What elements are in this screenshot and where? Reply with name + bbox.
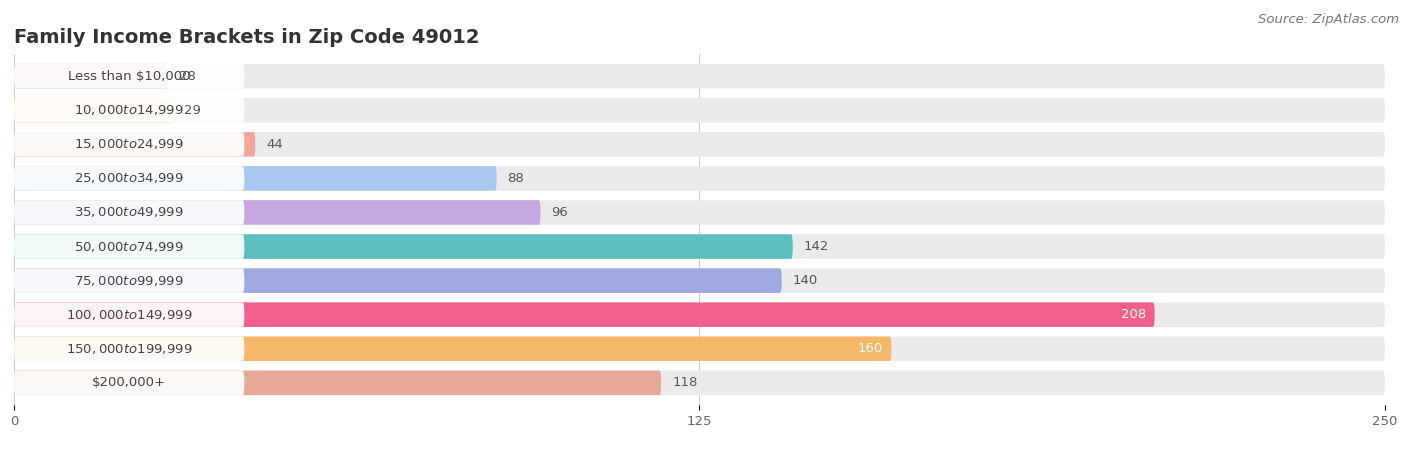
FancyBboxPatch shape (14, 268, 1385, 293)
FancyBboxPatch shape (14, 234, 245, 259)
FancyBboxPatch shape (14, 64, 167, 88)
FancyBboxPatch shape (14, 166, 1385, 191)
FancyBboxPatch shape (14, 98, 245, 122)
FancyBboxPatch shape (14, 98, 1385, 122)
FancyBboxPatch shape (14, 64, 1385, 88)
FancyBboxPatch shape (14, 200, 540, 225)
FancyBboxPatch shape (14, 166, 496, 191)
Text: 118: 118 (672, 376, 697, 389)
Text: Source: ZipAtlas.com: Source: ZipAtlas.com (1258, 14, 1399, 27)
Text: 142: 142 (804, 240, 830, 253)
FancyBboxPatch shape (14, 337, 1385, 361)
Text: $35,000 to $49,999: $35,000 to $49,999 (75, 206, 184, 220)
FancyBboxPatch shape (14, 200, 1385, 225)
FancyBboxPatch shape (14, 302, 1385, 327)
FancyBboxPatch shape (14, 268, 245, 293)
FancyBboxPatch shape (14, 302, 245, 327)
FancyBboxPatch shape (14, 132, 1385, 157)
Text: $15,000 to $24,999: $15,000 to $24,999 (75, 137, 184, 151)
Text: 28: 28 (179, 70, 195, 83)
FancyBboxPatch shape (14, 166, 245, 191)
FancyBboxPatch shape (14, 302, 1154, 327)
FancyBboxPatch shape (14, 371, 661, 395)
FancyBboxPatch shape (14, 371, 1385, 395)
FancyBboxPatch shape (14, 200, 245, 225)
Text: 29: 29 (184, 104, 201, 117)
Text: $10,000 to $14,999: $10,000 to $14,999 (75, 103, 184, 117)
FancyBboxPatch shape (14, 132, 245, 157)
Text: 208: 208 (1121, 308, 1146, 321)
Text: $200,000+: $200,000+ (93, 376, 166, 389)
FancyBboxPatch shape (14, 98, 173, 122)
FancyBboxPatch shape (14, 371, 245, 395)
Text: 96: 96 (551, 206, 568, 219)
Text: $50,000 to $74,999: $50,000 to $74,999 (75, 239, 184, 253)
Text: 44: 44 (266, 138, 283, 151)
Text: Less than $10,000: Less than $10,000 (67, 70, 190, 83)
FancyBboxPatch shape (14, 234, 1385, 259)
Text: $25,000 to $34,999: $25,000 to $34,999 (75, 171, 184, 185)
FancyBboxPatch shape (14, 132, 256, 157)
Text: 88: 88 (508, 172, 524, 185)
Text: $150,000 to $199,999: $150,000 to $199,999 (66, 342, 193, 356)
FancyBboxPatch shape (14, 234, 793, 259)
Text: 160: 160 (858, 342, 883, 355)
FancyBboxPatch shape (14, 337, 891, 361)
Text: $75,000 to $99,999: $75,000 to $99,999 (75, 274, 184, 288)
Text: 140: 140 (793, 274, 818, 287)
FancyBboxPatch shape (14, 64, 245, 88)
Text: $100,000 to $149,999: $100,000 to $149,999 (66, 308, 193, 322)
FancyBboxPatch shape (14, 268, 782, 293)
FancyBboxPatch shape (14, 337, 245, 361)
Text: Family Income Brackets in Zip Code 49012: Family Income Brackets in Zip Code 49012 (14, 28, 479, 47)
